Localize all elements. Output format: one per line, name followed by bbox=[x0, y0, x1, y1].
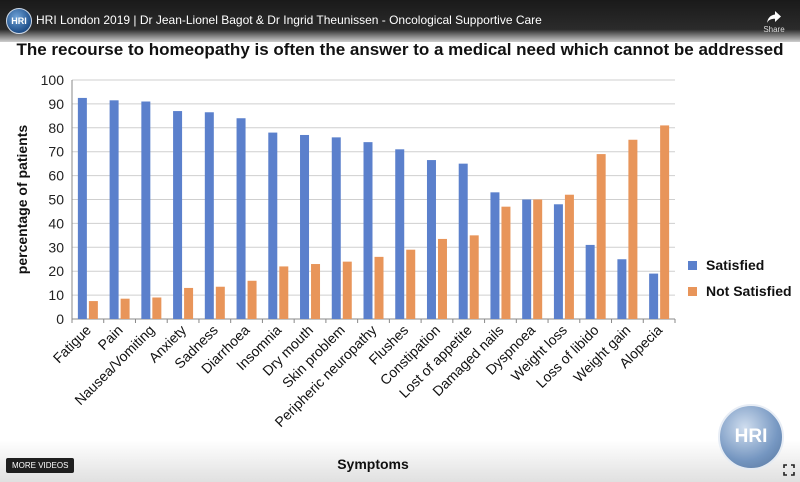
y-tick-label: 20 bbox=[48, 263, 64, 279]
channel-logo[interactable]: HRI bbox=[6, 8, 32, 34]
y-tick-label: 100 bbox=[41, 72, 65, 88]
bar-not-satisfied bbox=[469, 235, 479, 319]
bar-not-satisfied bbox=[120, 298, 130, 319]
bar-not-satisfied bbox=[564, 194, 574, 319]
bar-not-satisfied bbox=[374, 256, 384, 319]
bar-satisfied bbox=[363, 142, 373, 319]
bar-satisfied bbox=[204, 112, 214, 319]
y-tick-label: 80 bbox=[48, 120, 64, 136]
bar-satisfied bbox=[77, 97, 87, 319]
bar-satisfied bbox=[141, 101, 151, 319]
legend-swatch-not-satisfied bbox=[688, 286, 697, 296]
bar-not-satisfied bbox=[152, 297, 162, 319]
y-tick-label: 0 bbox=[56, 311, 64, 327]
chart-legend: Satisfied Not Satisfied bbox=[688, 252, 792, 304]
legend-swatch-satisfied bbox=[688, 260, 697, 270]
legend-label-not-satisfied: Not Satisfied bbox=[706, 283, 792, 299]
legend-label-satisfied: Satisfied bbox=[706, 257, 765, 273]
share-icon bbox=[767, 11, 781, 23]
bar-satisfied bbox=[490, 192, 500, 319]
legend-item-satisfied: Satisfied bbox=[688, 252, 792, 278]
bar-satisfied bbox=[300, 134, 310, 319]
bar-not-satisfied bbox=[501, 206, 511, 319]
bar-satisfied bbox=[395, 149, 405, 319]
bar-satisfied bbox=[173, 111, 183, 319]
bar-not-satisfied bbox=[184, 287, 194, 319]
more-videos-button[interactable]: MORE VIDEOS bbox=[6, 458, 75, 473]
fullscreen-icon bbox=[783, 464, 795, 476]
bar-satisfied bbox=[426, 160, 436, 319]
share-label: Share bbox=[763, 25, 785, 34]
bar-not-satisfied bbox=[660, 125, 670, 319]
share-button[interactable]: Share bbox=[756, 10, 792, 40]
bar-not-satisfied bbox=[311, 264, 321, 319]
slide-title: The recourse to homeopathy is often the … bbox=[16, 40, 784, 59]
bar-satisfied bbox=[522, 199, 532, 319]
video-title[interactable]: HRI London 2019 | Dr Jean-Lionel Bagot &… bbox=[36, 13, 542, 27]
bar-not-satisfied bbox=[437, 238, 447, 319]
bar-not-satisfied bbox=[533, 199, 543, 319]
bar-satisfied bbox=[331, 137, 341, 319]
y-tick-label: 30 bbox=[48, 239, 64, 255]
bar-not-satisfied bbox=[596, 154, 606, 319]
hri-watermark-logo: HRI bbox=[718, 404, 784, 470]
bar-satisfied bbox=[268, 132, 278, 319]
video-top-bar: HRI HRI London 2019 | Dr Jean-Lionel Bag… bbox=[0, 0, 800, 42]
y-tick-label: 70 bbox=[48, 144, 64, 160]
y-tick-label: 50 bbox=[48, 192, 64, 208]
bar-satisfied bbox=[649, 273, 659, 319]
y-tick-label: 60 bbox=[48, 168, 64, 184]
x-axis-label: Symptoms bbox=[337, 456, 409, 472]
bar-satisfied bbox=[585, 244, 595, 319]
y-tick-label: 90 bbox=[48, 96, 64, 112]
bar-not-satisfied bbox=[247, 280, 257, 319]
bar-satisfied bbox=[236, 118, 246, 320]
bar-not-satisfied bbox=[279, 266, 289, 319]
fullscreen-button[interactable] bbox=[782, 464, 796, 478]
bar-satisfied bbox=[617, 259, 627, 319]
legend-item-not-satisfied: Not Satisfied bbox=[688, 278, 792, 304]
y-axis-label: percentage of patients bbox=[14, 125, 30, 275]
bar-not-satisfied bbox=[406, 249, 416, 319]
bar-satisfied bbox=[109, 100, 119, 319]
y-tick-label: 40 bbox=[48, 215, 64, 231]
y-tick-label: 10 bbox=[48, 287, 64, 303]
bar-not-satisfied bbox=[342, 261, 352, 319]
bar-not-satisfied bbox=[88, 301, 98, 319]
bar-satisfied bbox=[553, 204, 563, 319]
bar-satisfied bbox=[458, 163, 468, 319]
x-tick-label: Fatigue bbox=[50, 322, 94, 366]
bar-not-satisfied bbox=[215, 286, 225, 319]
bar-not-satisfied bbox=[628, 139, 638, 319]
